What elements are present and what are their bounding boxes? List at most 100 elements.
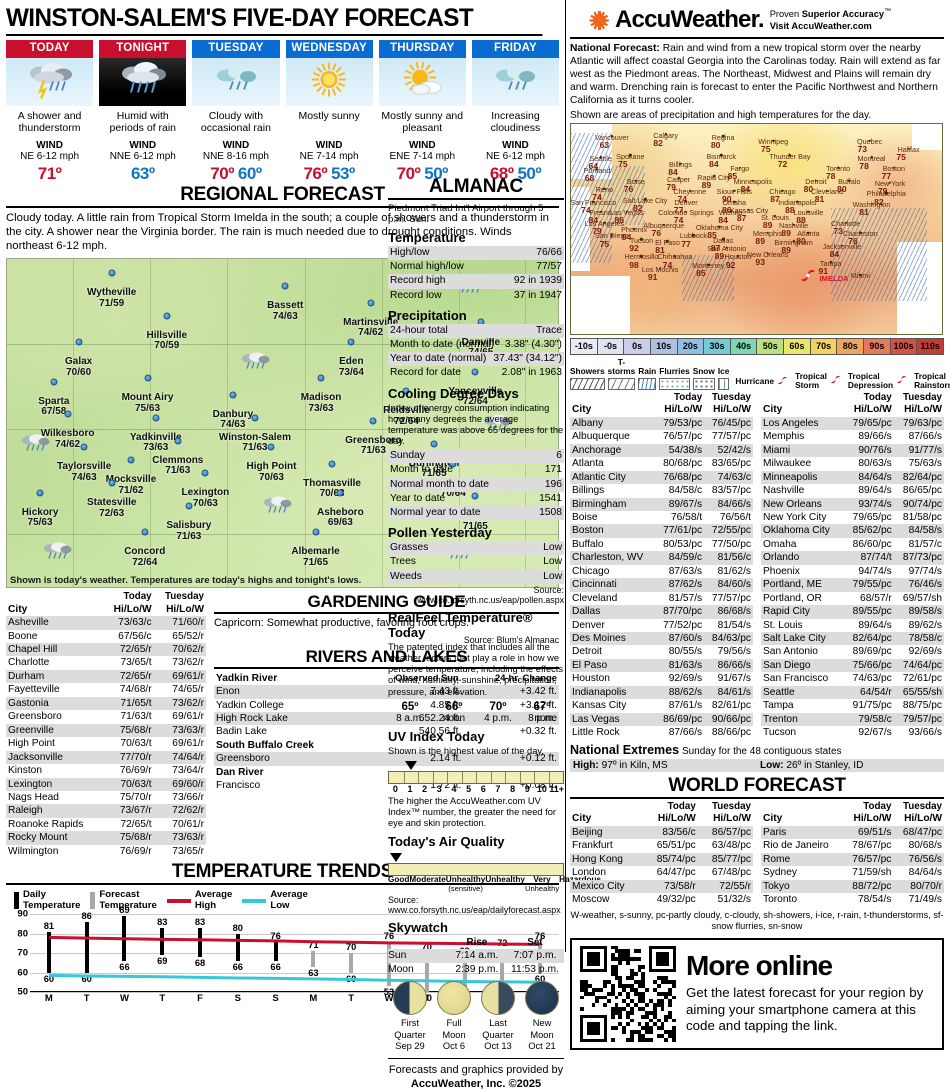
bar-high-value: 89 xyxy=(119,905,129,915)
accuweather-logo[interactable]: AccuWeather. Proven Superior Accuracy™ V… xyxy=(570,4,944,37)
map-pin[interactable] xyxy=(50,378,57,385)
uv-tick-label: 4 xyxy=(447,784,462,794)
qr-finder-pattern xyxy=(649,946,676,973)
qr-module xyxy=(580,996,584,1000)
accuweather-tagline: Proven Superior Accuracy™ Visit AccuWeat… xyxy=(770,8,891,32)
cell-tuesday: 65/55/sh xyxy=(894,686,944,699)
cell-tuesday: 84/64/s xyxy=(893,866,944,879)
qr-code[interactable] xyxy=(580,946,676,1042)
cell-tuesday: 73/62/r xyxy=(154,656,206,669)
map-pin[interactable] xyxy=(229,391,236,398)
city-temp: 74/63 xyxy=(267,312,303,322)
cell-today: 73/65/t xyxy=(103,656,154,669)
increasing-clouds-icon xyxy=(472,58,559,106)
cell-tuesday: 74/64/r xyxy=(154,751,206,764)
cell-tuesday: 89/58/s xyxy=(894,605,944,618)
map-pin[interactable] xyxy=(337,490,344,497)
cell-city: Phoenix xyxy=(761,565,844,578)
city-temp: 73/63 xyxy=(301,404,342,414)
low-temp: 53º xyxy=(329,164,357,183)
cell-city: Denver xyxy=(570,619,655,632)
cell-tuesday: 73/63/r xyxy=(154,831,206,844)
map-pin[interactable] xyxy=(268,444,275,451)
map-pin[interactable] xyxy=(144,375,151,382)
key: Normal month to date xyxy=(390,478,489,492)
cell-city: Tokyo xyxy=(761,880,843,893)
cell-city: Asheville xyxy=(6,616,103,629)
map-city-temp: 75 xyxy=(600,239,610,249)
map-pin[interactable] xyxy=(141,529,148,536)
hurricane-icon xyxy=(776,374,789,390)
scale-tick xyxy=(447,772,448,783)
map-pin[interactable] xyxy=(37,490,44,497)
map-pin[interactable] xyxy=(251,414,258,421)
cell-today: 93/74/s xyxy=(844,498,894,511)
temp-scale-band: 20s xyxy=(678,339,705,354)
cell-today: 89/66/s xyxy=(844,430,894,443)
bar-high-value: 80 xyxy=(233,923,243,933)
more-online-promo[interactable]: More online Get the latest forecast for … xyxy=(570,938,944,1050)
map-pin[interactable] xyxy=(108,480,115,487)
map-pin[interactable] xyxy=(174,437,181,444)
th-today: Today xyxy=(844,393,894,404)
map-pin[interactable] xyxy=(348,339,355,346)
map-pin[interactable] xyxy=(81,444,88,451)
cell-today: 76/69/r xyxy=(103,845,154,858)
cell-today: 70/63/t xyxy=(103,737,154,750)
realfeel-note: The patented index that includes all the… xyxy=(388,642,564,698)
map-pin[interactable] xyxy=(127,457,134,464)
key: Trees xyxy=(390,555,416,569)
cell-tuesday: 79/56/s xyxy=(704,645,753,658)
map-pin[interactable] xyxy=(312,529,319,536)
map-city-temp: 91 xyxy=(818,266,828,276)
realfeel-value: 65º xyxy=(388,701,432,713)
wind-value: NE 6-12 mph xyxy=(472,151,559,162)
map-pin[interactable] xyxy=(185,503,192,510)
temp-scale-band: -0s xyxy=(598,339,625,354)
map-pin[interactable] xyxy=(329,460,336,467)
map-pin[interactable] xyxy=(152,414,159,421)
cell-tuesday: 84/66/s xyxy=(704,498,753,511)
th-today: Today xyxy=(643,802,698,813)
map-pin[interactable] xyxy=(367,299,374,306)
key: Year to date (normal) xyxy=(390,352,486,366)
map-pin[interactable] xyxy=(318,375,325,382)
day-label: FRIDAY xyxy=(472,40,559,58)
map-pin[interactable] xyxy=(282,283,289,290)
map-pin[interactable] xyxy=(202,470,209,477)
map-pin[interactable] xyxy=(370,417,377,424)
cell-city: Atlantic City xyxy=(570,471,655,484)
nc-city-table: Today Tuesday City Hi/Lo/W Hi/Lo/W Ashev… xyxy=(6,592,206,858)
national-weather-map[interactable]: IMELDA Vancouver63Calgary82Regina80Winni… xyxy=(570,123,943,335)
map-pin[interactable] xyxy=(108,270,115,277)
promo-heading: More online xyxy=(686,952,934,980)
cell-city: Kansas City xyxy=(570,699,655,712)
cell-today: 77/52/pc xyxy=(655,619,704,632)
map-pin[interactable] xyxy=(163,312,170,319)
cell-city: Chapel Hill xyxy=(6,643,103,656)
qr-module xyxy=(664,1019,668,1023)
cell-city: Rio de Janeiro xyxy=(761,839,843,852)
map-pin[interactable] xyxy=(75,339,82,346)
map-pin[interactable] xyxy=(64,411,71,418)
cell-city: London xyxy=(570,866,643,879)
